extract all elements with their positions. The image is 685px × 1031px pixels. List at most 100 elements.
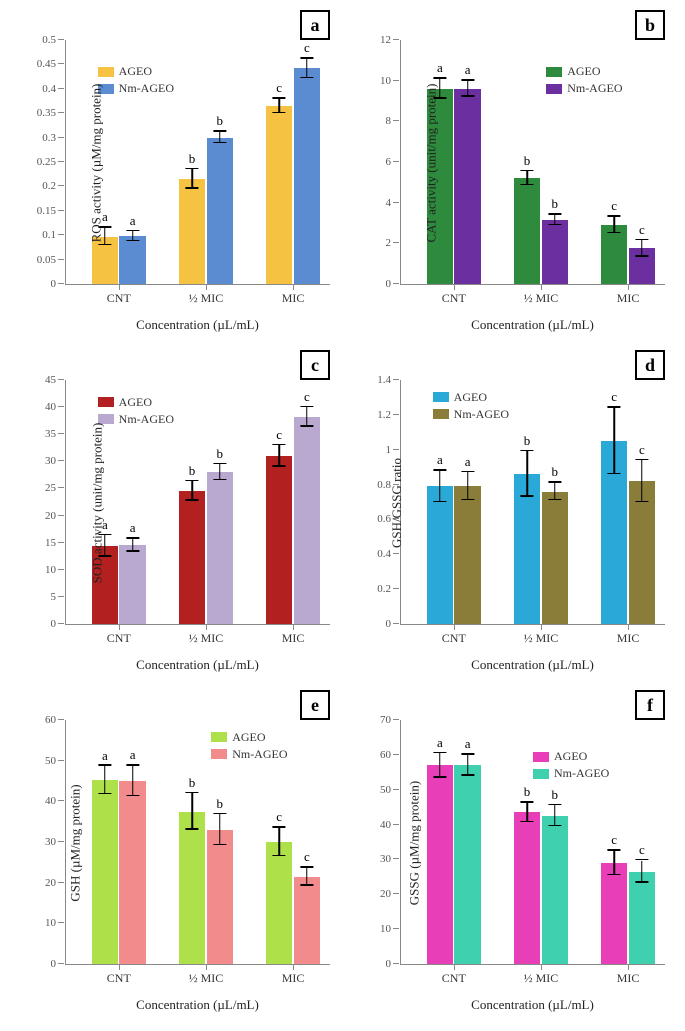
y-tick bbox=[393, 858, 399, 859]
error-cap bbox=[433, 501, 446, 503]
error-bar bbox=[219, 814, 221, 845]
bar bbox=[427, 765, 453, 964]
error-cap bbox=[273, 97, 286, 99]
y-tick bbox=[58, 185, 64, 186]
y-tick bbox=[58, 112, 64, 113]
legend-label: Nm-AGEO bbox=[554, 766, 609, 781]
y-tick-label: 0.5 bbox=[42, 34, 56, 46]
panel-label: b bbox=[635, 10, 665, 40]
x-tick bbox=[206, 284, 207, 290]
y-tick-label: 1.4 bbox=[377, 374, 391, 386]
y-tick bbox=[393, 893, 399, 894]
y-tick-label: 12 bbox=[380, 34, 391, 46]
significance-letter: c bbox=[276, 427, 282, 443]
error-cap bbox=[213, 479, 226, 481]
error-cap bbox=[126, 240, 139, 242]
error-cap bbox=[126, 764, 139, 766]
y-tick-label: 0 bbox=[386, 958, 392, 970]
legend-item: AGEO bbox=[546, 64, 622, 79]
significance-letter: b bbox=[552, 787, 559, 803]
y-tick-label: 6 bbox=[386, 156, 392, 168]
error-cap bbox=[300, 406, 313, 408]
error-cap bbox=[273, 855, 286, 857]
error-bar bbox=[306, 407, 308, 427]
y-tick bbox=[58, 63, 64, 64]
error-cap bbox=[461, 95, 474, 97]
error-cap bbox=[608, 215, 621, 217]
error-cap bbox=[520, 170, 533, 172]
y-tick bbox=[393, 928, 399, 929]
bar bbox=[542, 492, 568, 624]
y-tick bbox=[393, 379, 399, 380]
error-cap bbox=[126, 230, 139, 232]
y-tick-label: 60 bbox=[380, 749, 391, 761]
y-tick-label: 10 bbox=[380, 923, 391, 935]
bar bbox=[629, 481, 655, 624]
x-tick bbox=[293, 964, 294, 970]
chart-area: 051015202530354045CNT½ MICMICaabbccAGEON… bbox=[65, 380, 330, 625]
y-tick bbox=[58, 542, 64, 543]
bar bbox=[629, 872, 655, 964]
y-tick bbox=[393, 588, 399, 589]
legend-label: Nm-AGEO bbox=[454, 407, 509, 422]
bar bbox=[266, 106, 292, 284]
y-tick bbox=[58, 283, 64, 284]
error-cap bbox=[461, 774, 474, 776]
x-tick bbox=[119, 624, 120, 630]
error-bar bbox=[641, 460, 643, 502]
error-bar bbox=[191, 481, 193, 501]
significance-letter: b bbox=[552, 464, 559, 480]
y-tick-label: 8 bbox=[386, 115, 392, 127]
legend-label: AGEO bbox=[232, 730, 265, 745]
error-cap bbox=[520, 450, 533, 452]
x-tick-label: CNT bbox=[442, 971, 466, 986]
significance-letter: b bbox=[217, 446, 224, 462]
significance-letter: c bbox=[611, 832, 617, 848]
legend-item: AGEO bbox=[533, 749, 609, 764]
y-axis-label: CAT activity (unit/mg protein) bbox=[424, 83, 440, 242]
error-cap bbox=[635, 881, 648, 883]
legend-swatch bbox=[546, 84, 562, 94]
legend-item: Nm-AGEO bbox=[98, 412, 174, 427]
y-tick-label: 2 bbox=[386, 237, 392, 249]
error-bar bbox=[439, 471, 441, 502]
x-axis-label: Concentration (µL/mL) bbox=[65, 657, 330, 673]
error-cap bbox=[98, 764, 111, 766]
panel-c: c051015202530354045CNT½ MICMICaabbccAGEO… bbox=[10, 350, 340, 680]
error-cap bbox=[461, 499, 474, 501]
x-tick bbox=[293, 624, 294, 630]
panel-label: c bbox=[300, 350, 330, 380]
bar bbox=[601, 863, 627, 964]
x-axis-label: Concentration (µL/mL) bbox=[400, 657, 665, 673]
error-cap bbox=[548, 825, 561, 827]
legend-item: AGEO bbox=[98, 64, 174, 79]
y-tick-label: 10 bbox=[380, 75, 391, 87]
error-cap bbox=[548, 804, 561, 806]
y-tick bbox=[58, 596, 64, 597]
y-tick bbox=[58, 88, 64, 89]
y-tick-label: 0.2 bbox=[377, 583, 391, 595]
y-tick-label: 45 bbox=[45, 374, 56, 386]
legend-item: Nm-AGEO bbox=[533, 766, 609, 781]
y-tick-label: 0.05 bbox=[37, 254, 56, 266]
plot: 010203040506070CNT½ MICMICaabbccAGEONm-A… bbox=[400, 720, 665, 965]
legend-swatch bbox=[98, 397, 114, 407]
significance-letter: b bbox=[189, 151, 196, 167]
legend: AGEONm-AGEO bbox=[98, 64, 174, 98]
error-cap bbox=[300, 57, 313, 59]
error-bar bbox=[306, 59, 308, 79]
x-axis-label: Concentration (µL/mL) bbox=[65, 997, 330, 1013]
significance-letter: a bbox=[465, 736, 471, 752]
error-bar bbox=[278, 445, 280, 467]
panel-e: e0102030405060CNT½ MICMICaabbccAGEONm-AG… bbox=[10, 690, 340, 1020]
legend-swatch bbox=[433, 392, 449, 402]
significance-letter: a bbox=[102, 748, 108, 764]
panel-a: a00.050.10.150.20.250.30.350.40.450.5CNT… bbox=[10, 10, 340, 340]
y-tick bbox=[393, 242, 399, 243]
bar bbox=[454, 765, 480, 964]
y-tick-label: 30 bbox=[45, 836, 56, 848]
y-tick-label: 70 bbox=[380, 714, 391, 726]
error-bar bbox=[104, 228, 106, 246]
bar bbox=[266, 456, 292, 624]
bar bbox=[207, 138, 233, 284]
